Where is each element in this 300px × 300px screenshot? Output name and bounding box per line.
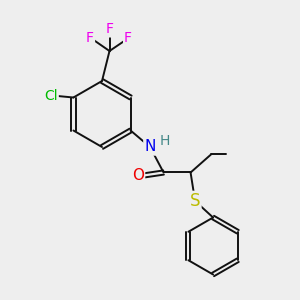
Text: F: F: [124, 32, 132, 45]
Text: H: H: [159, 134, 170, 148]
Text: F: F: [106, 22, 113, 36]
Text: S: S: [190, 192, 200, 210]
Text: Cl: Cl: [44, 89, 58, 103]
Text: O: O: [132, 168, 144, 183]
Text: N: N: [144, 140, 156, 154]
Text: F: F: [86, 31, 94, 44]
